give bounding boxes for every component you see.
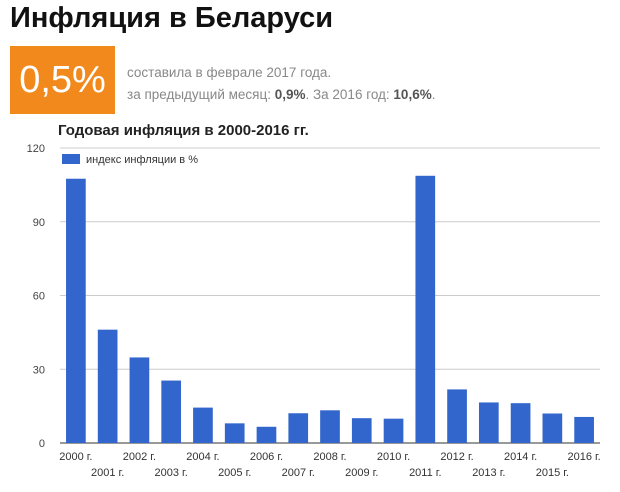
x-axis-ticks: 2000 г. 2001 г. 2002 г. 2003 г. 2004 г. 2005 … (59, 451, 601, 479)
x-tick-label: 2002 г. (123, 451, 156, 463)
month-rate-value: 0,9% (274, 87, 306, 102)
x-tick-label: 2004 г. (186, 451, 219, 463)
legend-swatch (62, 154, 80, 164)
bar (542, 413, 563, 443)
inflation-summary: составила в феврале 2017 года. за предыд… (127, 62, 435, 106)
inflation-rate-badge: 0,5% (10, 46, 115, 114)
x-tick-label: 2010 г. (377, 451, 410, 463)
y-tick-label: 30 (33, 364, 45, 376)
bar (193, 407, 213, 443)
summary-month-label: за предыдущий месяц: (127, 87, 275, 102)
summary-line-2: за предыдущий месяц: 0,9%. За 2016 год: … (127, 84, 435, 106)
bar (351, 418, 372, 443)
x-tick-label: 2007 г. (282, 467, 315, 479)
year-rate-value: 10,6% (393, 87, 432, 102)
x-tick-label: 2016 г. (567, 451, 600, 463)
x-tick-label: 2006 г. (250, 451, 283, 463)
x-tick-label: 2015 г. (536, 467, 569, 479)
bar (415, 175, 436, 443)
y-tick-label: 0 (39, 438, 45, 450)
bar (129, 357, 150, 443)
bar (256, 426, 277, 443)
y-axis-ticks: 0 30 60 90 120 (27, 143, 45, 450)
page-title: Инфляция в Беларуси (10, 2, 334, 34)
bars (66, 175, 594, 443)
bar (510, 403, 531, 443)
legend-label: индекс инфляции в % (86, 154, 198, 166)
y-tick-label: 60 (33, 291, 45, 303)
y-tick-label: 120 (27, 143, 45, 155)
x-tick-label: 2005 г. (218, 467, 251, 479)
x-tick-label: 2001 г. (91, 467, 124, 479)
summary-line-1: составила в феврале 2017 года. (127, 65, 332, 80)
x-tick-label: 2009 г. (345, 467, 378, 479)
bar (66, 178, 86, 443)
bar (97, 329, 118, 443)
x-tick-label: 2011 г. (409, 467, 441, 479)
gridlines (60, 147, 600, 444)
bar (224, 423, 245, 443)
x-tick-label: 2000 г. (59, 451, 92, 463)
x-tick-label: 2012 г. (440, 451, 473, 463)
bar (288, 413, 309, 443)
x-tick-label: 2014 г. (504, 451, 537, 463)
summary-suffix: . (431, 87, 436, 102)
bar (161, 380, 182, 443)
summary-year-label: . За 2016 год: (305, 87, 394, 102)
chart-title: Годовая инфляция в 2000-2016 гг. (58, 122, 309, 139)
x-tick-label: 2008 г. (313, 451, 346, 463)
bar (574, 416, 594, 443)
y-tick-label: 90 (33, 217, 45, 229)
x-tick-label: 2003 г. (155, 467, 188, 479)
bar (447, 389, 467, 443)
bar (478, 402, 499, 443)
x-tick-label: 2013 г. (472, 467, 505, 479)
bar (320, 410, 340, 443)
chart-legend: индекс инфляции в % (62, 154, 198, 166)
bar (383, 418, 404, 443)
